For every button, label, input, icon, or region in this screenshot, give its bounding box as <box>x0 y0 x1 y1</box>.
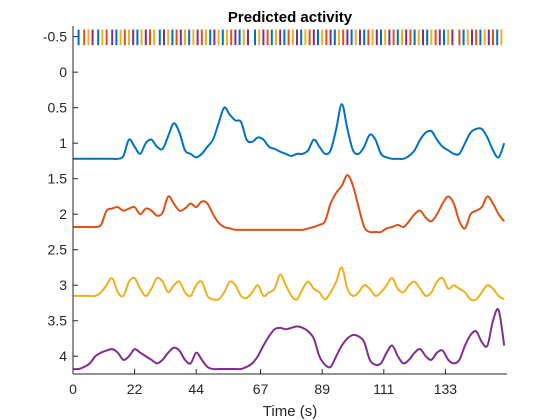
x-tick-label-6: 133 <box>434 381 458 397</box>
series-line-3 <box>73 266 505 302</box>
y-tick-label-3: 1 <box>59 135 67 151</box>
series-line-1 <box>73 103 506 161</box>
x-tick-label-1: 22 <box>127 381 143 397</box>
y-axis-ticks: -0.5 0 0.5 1 1.5 2 2.5 3 3.5 4 <box>43 29 78 364</box>
series-line-2 <box>73 174 505 234</box>
y-tick-label-7: 3 <box>59 277 67 293</box>
x-tick-label-0: 0 <box>69 381 77 397</box>
chart-title: Predicted activity <box>228 9 353 26</box>
x-axis-ticks: 0 22 44 67 89 111 133 <box>69 369 457 397</box>
series-group <box>72 103 506 371</box>
y-tick-label-9: 4 <box>59 348 67 364</box>
event-raster <box>77 29 503 46</box>
y-tick-label-1: 0 <box>59 64 67 80</box>
y-tick-label-5: 2 <box>59 206 67 222</box>
y-tick-label-6: 2.5 <box>48 242 68 258</box>
x-tick-label-3: 67 <box>253 381 269 397</box>
x-tick-label-2: 44 <box>188 381 204 397</box>
y-tick-label-0: -0.5 <box>43 29 67 45</box>
axes <box>72 26 507 375</box>
y-tick-label-4: 1.5 <box>48 171 68 187</box>
y-tick-label-2: 0.5 <box>48 100 68 116</box>
x-tick-label-5: 111 <box>373 381 394 397</box>
series-line-4 <box>72 308 506 371</box>
x-tick-label-4: 89 <box>314 381 330 397</box>
y-tick-label-8: 3.5 <box>48 313 68 329</box>
x-axis-label: Time (s) <box>263 403 317 420</box>
